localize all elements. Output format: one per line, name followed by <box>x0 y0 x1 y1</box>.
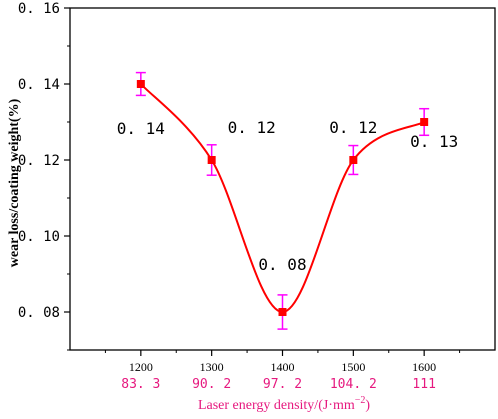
x-tick-label: 1400 <box>271 360 295 374</box>
x-tick-label: 1600 <box>412 360 436 374</box>
secondary-x-label: 97. 2 <box>263 377 302 392</box>
secondary-x-label: 111 <box>412 377 435 392</box>
data-point <box>420 118 429 126</box>
y-tick-label: 0. 12 <box>18 153 60 169</box>
y-axis-label: wear loss/coating weight(%) <box>7 98 22 267</box>
y-axis: 0. 08 0. 10 0. 12 0. 14 0. 16 <box>18 1 70 351</box>
data-label: 0. 13 <box>410 132 458 151</box>
y-tick-label: 0. 16 <box>18 1 60 17</box>
data-point <box>136 80 145 88</box>
y-tick-label: 0. 08 <box>18 305 60 321</box>
data-label: 0. 12 <box>329 118 377 137</box>
secondary-x-labels: 83. 3 90. 2 97. 2 104. 2 111 <box>121 377 436 392</box>
x-tick-label: 1500 <box>341 360 365 374</box>
series-points <box>135 71 430 330</box>
data-point <box>207 156 216 164</box>
data-point <box>278 308 287 316</box>
x-axis-label: Laser energy density/(J·mm−2) <box>198 395 370 413</box>
y-tick-label: 0. 10 <box>18 229 60 245</box>
data-labels: 0. 14 0. 12 0. 08 0. 12 0. 13 <box>117 118 459 274</box>
secondary-x-label: 104. 2 <box>330 377 377 392</box>
x-tick-label: 1300 <box>200 360 224 374</box>
secondary-x-label: 90. 2 <box>192 377 231 392</box>
data-point <box>349 156 358 164</box>
data-label: 0. 12 <box>228 118 276 137</box>
secondary-x-label: 83. 3 <box>121 377 160 392</box>
x-axis: 1200 1300 1400 1500 1600 <box>104 350 461 374</box>
y-tick-label: 0. 14 <box>18 77 60 93</box>
series-line <box>140 83 425 314</box>
data-label: 0. 14 <box>117 119 165 138</box>
x-tick-label: 1200 <box>129 360 153 374</box>
data-label: 0. 08 <box>258 255 306 274</box>
